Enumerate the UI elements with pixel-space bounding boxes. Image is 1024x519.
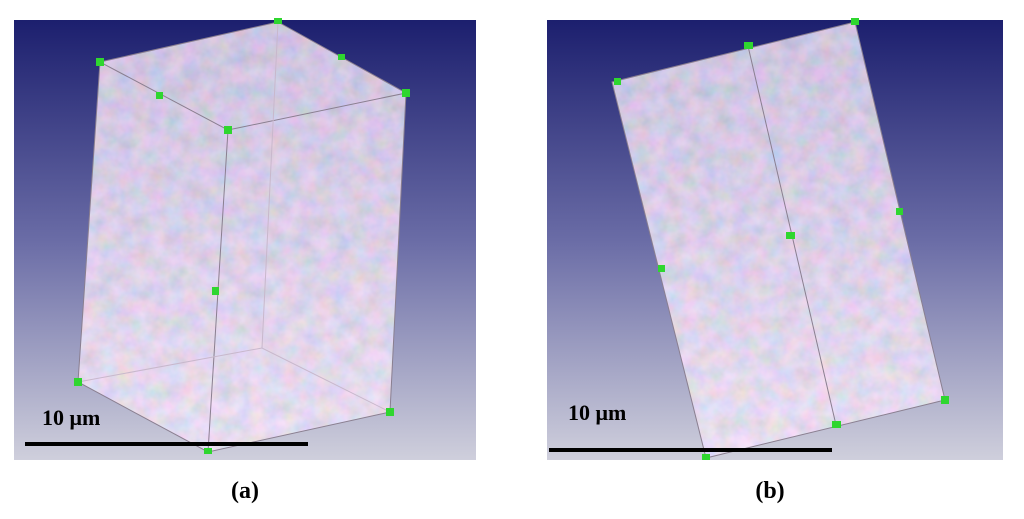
scale-bar-label: 10 μm: [42, 405, 100, 430]
scale-bar-label: 10 μm: [568, 400, 626, 425]
panel-b: 10 μm: [547, 18, 1003, 460]
panel-label: (a): [231, 478, 259, 504]
volume-render: [78, 22, 406, 452]
volume-render: [612, 22, 945, 458]
corner-markers: [614, 18, 949, 460]
corner-markers: [74, 18, 410, 454]
panel-a: 10 μm: [14, 18, 476, 460]
panel-label: (b): [755, 478, 784, 504]
